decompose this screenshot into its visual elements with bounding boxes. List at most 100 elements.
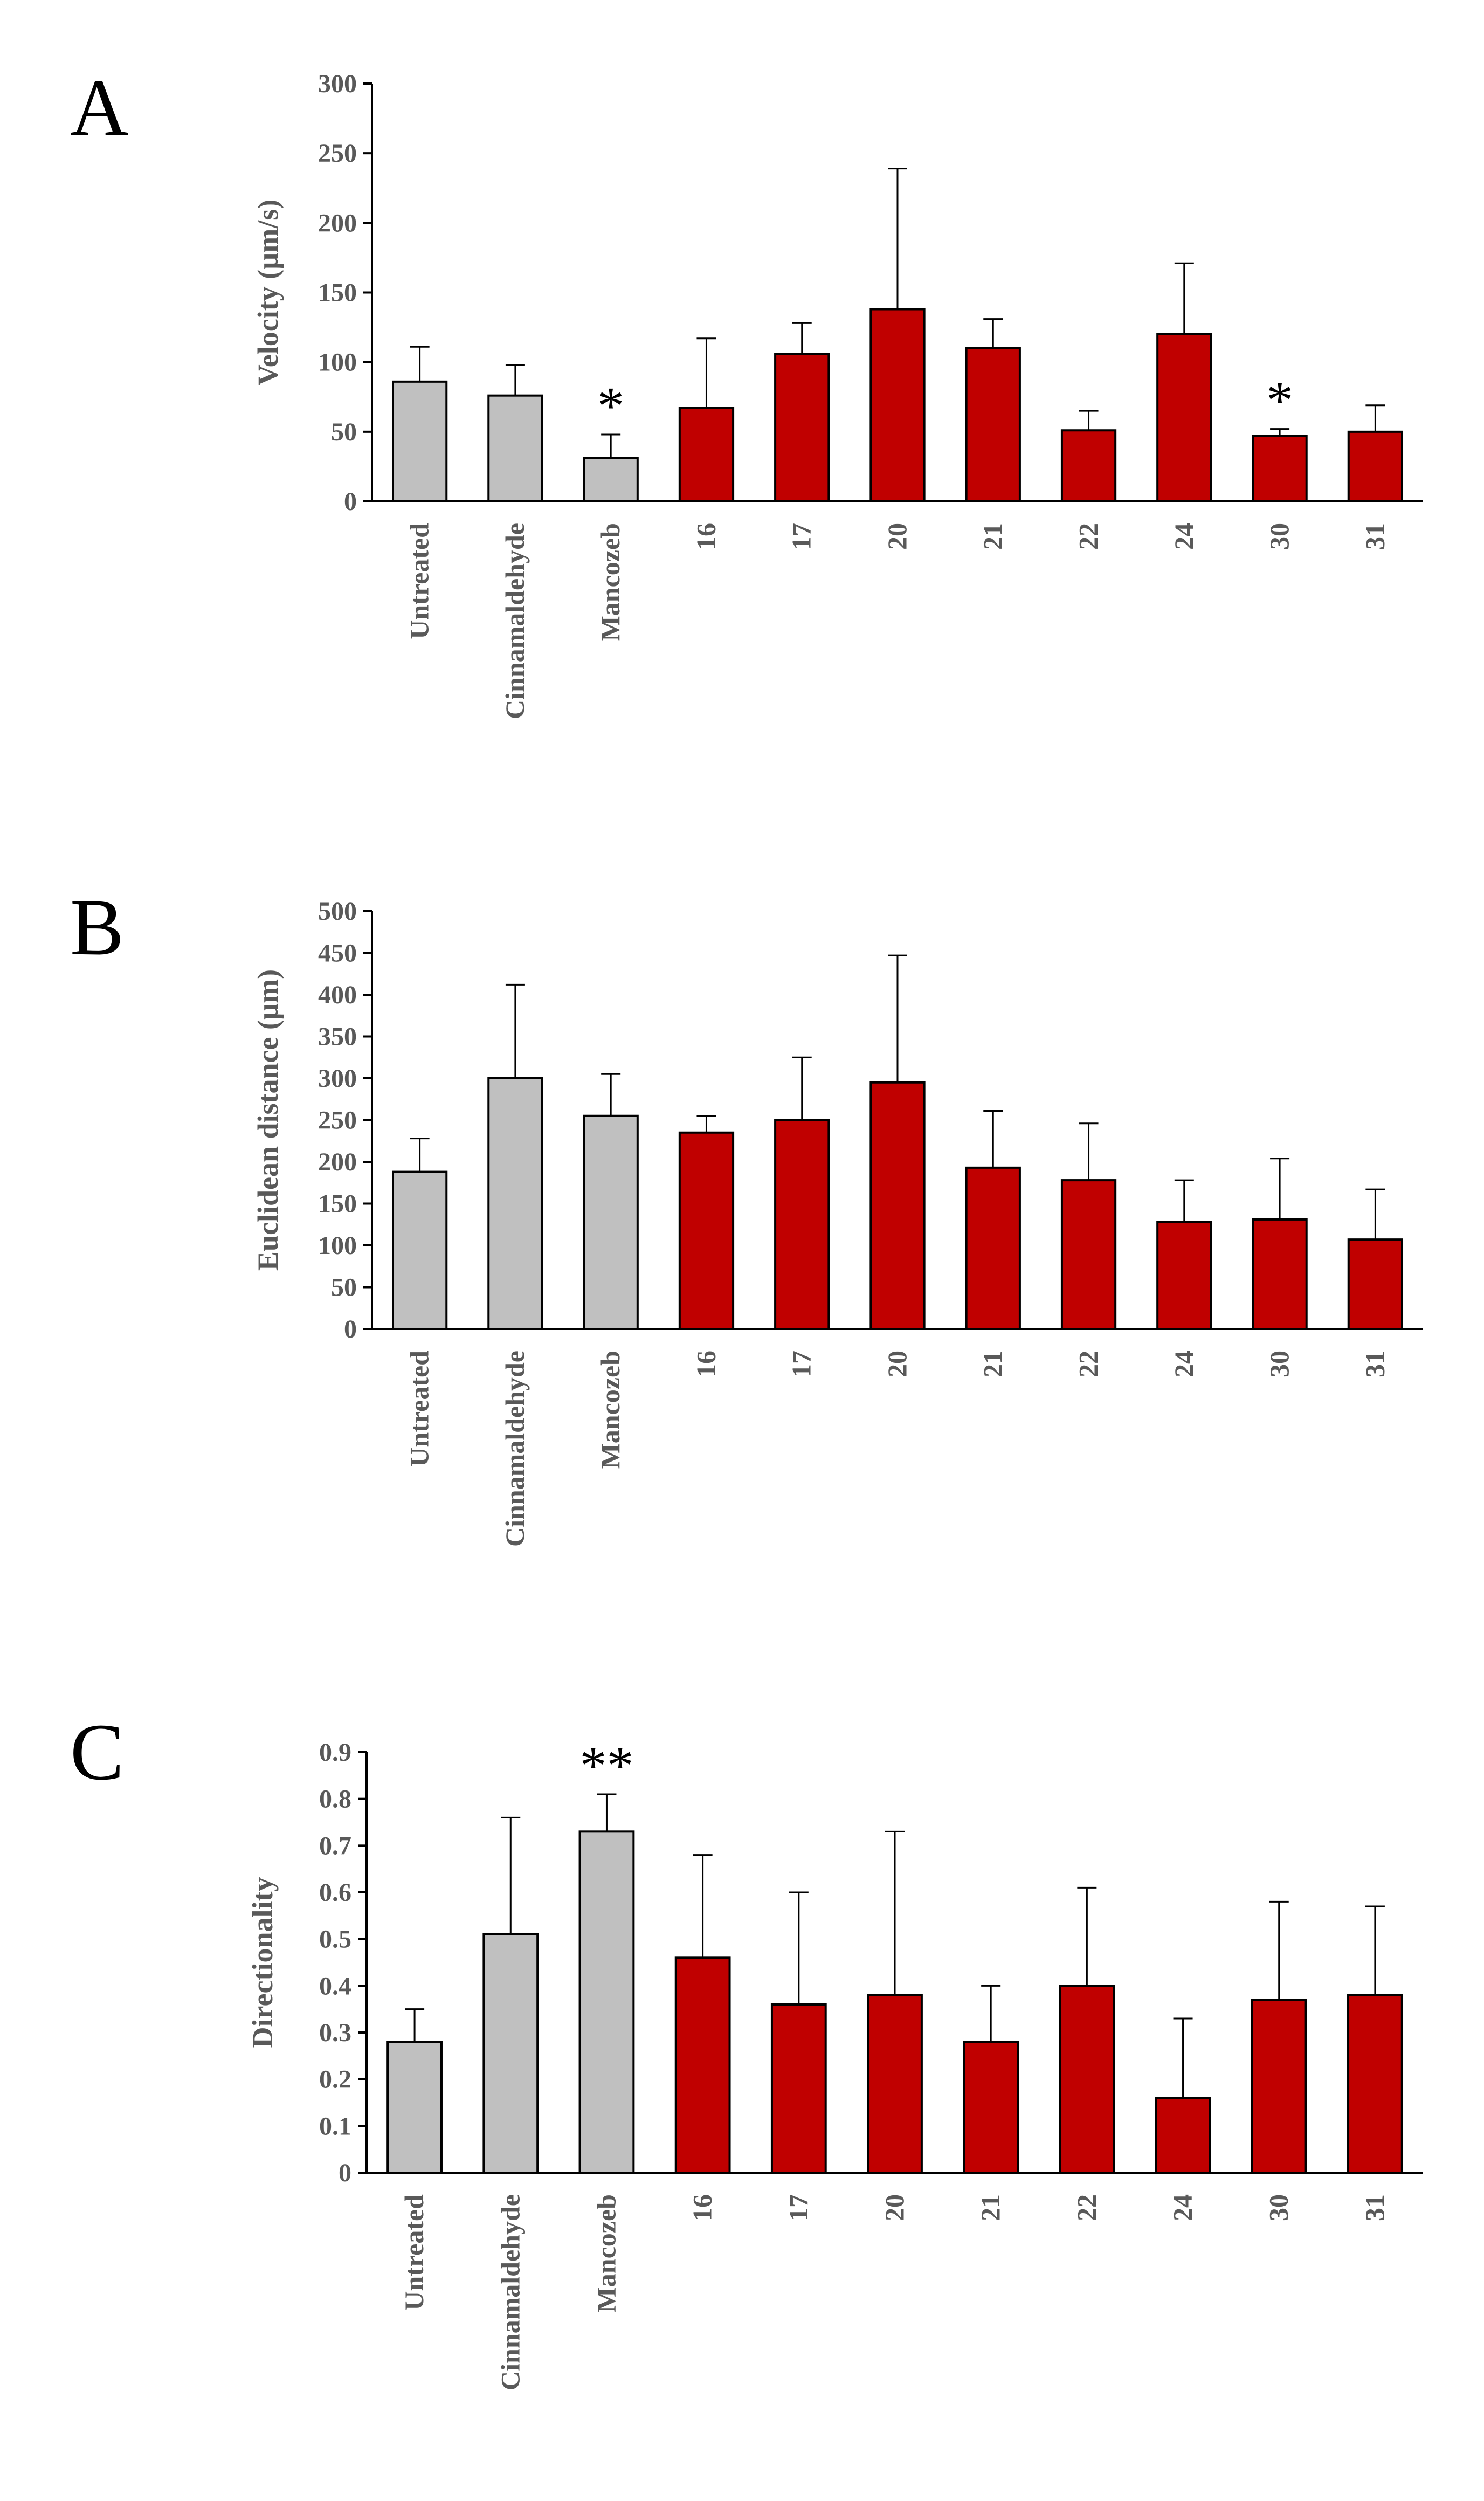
significance-marker: *	[1266, 370, 1293, 430]
significance-marker: *	[597, 376, 624, 436]
x-tick-label: Cinnamaldehyde	[500, 1351, 530, 1547]
bar	[869, 308, 926, 502]
x-tick-label: 30	[1264, 2194, 1294, 2221]
x-tick-label: Untreated	[404, 523, 434, 639]
y-tick-label: 150	[318, 279, 357, 307]
bar	[578, 1830, 635, 2174]
y-tick-label: 250	[318, 139, 357, 168]
x-tick-label: 24	[1169, 1351, 1199, 1377]
y-tick-label: 400	[318, 981, 357, 1009]
bar	[965, 1166, 1021, 1331]
bar	[869, 1081, 926, 1330]
x-tick-label: 16	[687, 2194, 717, 2221]
bar	[1155, 2097, 1211, 2174]
x-tick-label: 31	[1359, 2194, 1390, 2221]
bar	[487, 394, 543, 503]
x-tick-label: 17	[786, 523, 817, 550]
directionality-chart: 0 0.1 0.2 0.3 0.4 0.5 0.6 0.7 0.8 0.9 Directionali…	[246, 1735, 1423, 2390]
x-tick-label: 31	[1359, 1351, 1390, 1377]
x-tick-label: 24	[1168, 2194, 1198, 2221]
y-tick-label: 200	[318, 209, 357, 237]
bar	[1060, 429, 1117, 502]
y-tick-label: 300	[318, 70, 357, 98]
bar	[770, 2003, 827, 2174]
y-tick-label: 0.4	[319, 1972, 351, 2000]
bar	[392, 380, 448, 502]
x-tick-label: 21	[977, 523, 1007, 550]
y-tick-label: 200	[318, 1148, 357, 1176]
x-tick-label: 21	[975, 2194, 1005, 2221]
bar	[1252, 1218, 1308, 1330]
x-tick-label: Mancozeb	[595, 523, 625, 641]
bar	[1347, 1994, 1403, 2174]
y-tick-label: 0.6	[319, 1878, 351, 1907]
y-tick-label: 450	[318, 939, 357, 968]
bar	[1251, 1999, 1307, 2174]
bar	[386, 2041, 443, 2174]
y-tick-label: 50	[331, 418, 357, 446]
x-tick-label: 22	[1073, 523, 1103, 550]
y-axis-title: Directionality	[246, 1877, 279, 2048]
bar	[1252, 435, 1308, 502]
significance-marker: **	[579, 1735, 633, 1795]
x-tick-label: 22	[1073, 1351, 1103, 1377]
bar	[963, 2041, 1019, 2174]
x-tick-label: 20	[879, 2194, 909, 2221]
x-tick-label: 31	[1359, 523, 1390, 550]
x-tick-label: 21	[977, 1351, 1007, 1377]
bar	[392, 1170, 448, 1331]
bar	[867, 1994, 923, 2174]
euclidean-distance-chart: 0 50 100 150 200 250 300 350 400 450 500 Euclidean …	[252, 897, 1423, 1547]
x-tick-label: 22	[1071, 2194, 1101, 2221]
panel-label-c: C	[70, 1707, 124, 1797]
x-tick-label: Mancozeb	[595, 1351, 625, 1469]
bar	[1156, 333, 1212, 502]
x-tick-label: Mancozeb	[591, 2194, 621, 2312]
bar	[1347, 430, 1404, 502]
velocity-chart: 0 50 100 150 200 250 300 Velocity (µm/s) Untreat…	[252, 70, 1423, 719]
x-tick-label: Untreated	[404, 1351, 434, 1467]
y-axis-title: Euclidean distance (µm)	[252, 969, 284, 1271]
bar	[965, 347, 1021, 502]
y-tick-label: 0.2	[319, 2065, 351, 2094]
x-tick-label: Cinnamaldehyde	[500, 523, 530, 719]
x-tick-label: 17	[786, 1351, 817, 1377]
y-tick-label: 0	[344, 487, 357, 516]
x-tick-label: 17	[783, 2194, 813, 2221]
bar	[1059, 1985, 1115, 2174]
bar	[774, 353, 830, 503]
bar	[678, 407, 735, 503]
y-axis-title: Velocity (µm/s)	[252, 199, 284, 386]
y-tick-label: 0	[344, 1315, 357, 1343]
y-tick-label: 300	[318, 1064, 357, 1093]
bar	[583, 457, 639, 503]
y-tick-label: 0.7	[319, 1831, 351, 1860]
y-tick-label: 0.5	[319, 1925, 351, 1954]
y-tick-label: 50	[331, 1273, 357, 1302]
x-tick-label: 20	[882, 1351, 912, 1377]
x-tick-label: 16	[691, 1351, 721, 1377]
x-tick-label: 20	[882, 523, 912, 550]
x-tick-label: 16	[691, 523, 721, 550]
x-tick-label: 30	[1264, 523, 1294, 550]
bar	[583, 1114, 639, 1330]
bar	[1347, 1238, 1404, 1330]
y-tick-label: 350	[318, 1023, 357, 1051]
bar	[678, 1131, 735, 1330]
y-tick-label: 100	[318, 1231, 357, 1260]
bar	[487, 1077, 543, 1330]
y-tick-label: 0.1	[319, 2112, 351, 2140]
x-tick-label: 30	[1264, 1351, 1294, 1377]
y-tick-label: 0.3	[319, 2018, 351, 2047]
y-tick-label: 0.9	[319, 1738, 351, 1767]
y-tick-label: 100	[318, 348, 357, 377]
bar	[482, 1933, 539, 2174]
y-tick-label: 250	[318, 1106, 357, 1135]
bar	[774, 1119, 830, 1330]
y-tick-label: 0	[339, 2159, 351, 2187]
panel-label-a: A	[70, 63, 128, 153]
y-tick-label: 150	[318, 1190, 357, 1218]
y-tick-label: 500	[318, 897, 357, 926]
panel-label-b: B	[70, 883, 124, 972]
